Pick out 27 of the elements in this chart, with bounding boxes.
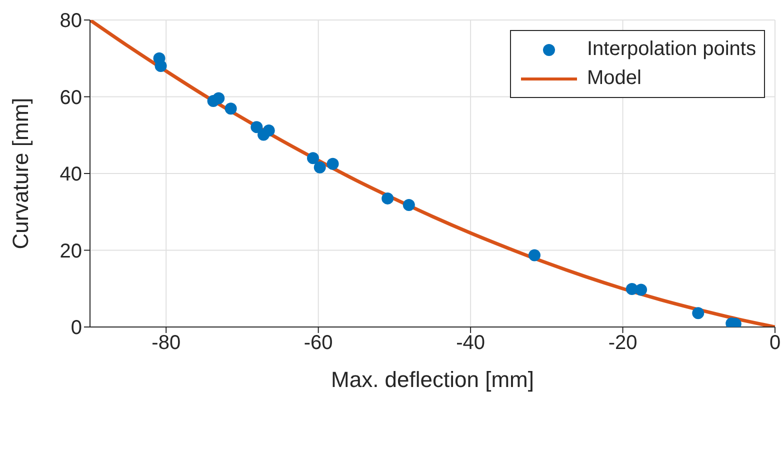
legend-label: Model xyxy=(586,67,642,90)
point xyxy=(224,102,237,115)
x-tick-label: 0 xyxy=(769,332,781,354)
point xyxy=(212,92,225,104)
point xyxy=(692,307,704,320)
x-tick-label: -80 xyxy=(152,332,181,354)
x-axis-title: Max. deflection [mm] xyxy=(331,367,534,392)
point xyxy=(262,124,275,137)
y-tick-label: 0 xyxy=(70,317,82,340)
x-tick-label: -40 xyxy=(456,332,486,354)
point xyxy=(154,60,167,72)
point xyxy=(307,152,320,164)
point xyxy=(314,161,326,174)
y-tick-label: 20 xyxy=(60,240,82,262)
y-tick-label: 60 xyxy=(60,86,82,109)
point xyxy=(250,121,263,134)
legend-label: Interpolation points xyxy=(586,38,756,61)
y-tick-label: 80 xyxy=(60,10,82,32)
x-tick-label: -60 xyxy=(304,332,333,354)
point xyxy=(402,198,415,211)
y-tick-label: 40 xyxy=(60,164,82,186)
point xyxy=(528,249,540,262)
point xyxy=(635,284,648,296)
y-axis-title: Curvature [mm] xyxy=(8,98,33,250)
point xyxy=(382,192,394,204)
x-tick-label: -20 xyxy=(608,332,638,354)
point xyxy=(326,158,339,170)
